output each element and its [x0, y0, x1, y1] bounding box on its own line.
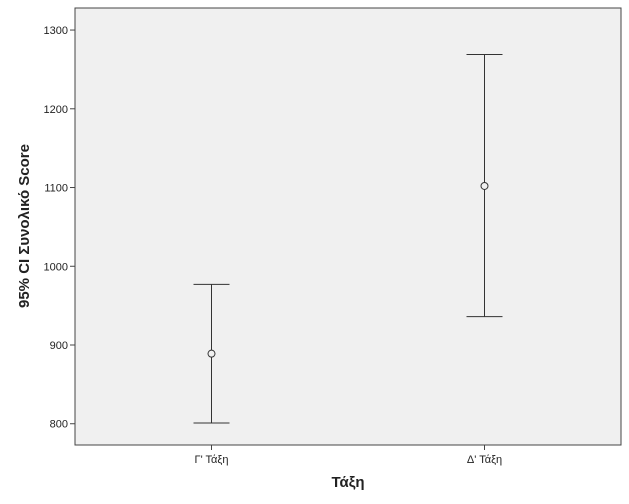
plot-area: [74, 7, 622, 446]
x-axis: Γ' Τάξη Δ' Τάξη: [195, 445, 502, 466]
y-axis: 800 900 1000 1100 1200 1300: [44, 25, 75, 431]
mean-point: [207, 349, 216, 358]
y-tick-label: 1000: [44, 261, 68, 273]
y-tick-label: 1200: [44, 104, 68, 116]
x-tick-label: Γ' Τάξη: [195, 454, 229, 466]
chart-marks: [193, 53, 503, 424]
y-tick-label: 900: [50, 340, 68, 352]
y-tick-label: 800: [50, 419, 68, 431]
x-axis-title: Τάξη: [331, 474, 364, 491]
mean-point: [480, 181, 489, 190]
y-tick-label: 1100: [44, 183, 68, 195]
x-tick-label: Δ' Τάξη: [467, 454, 502, 466]
y-tick-label: 1300: [44, 25, 68, 37]
y-axis-title: 95% CI Συνολικό Score: [16, 144, 33, 308]
